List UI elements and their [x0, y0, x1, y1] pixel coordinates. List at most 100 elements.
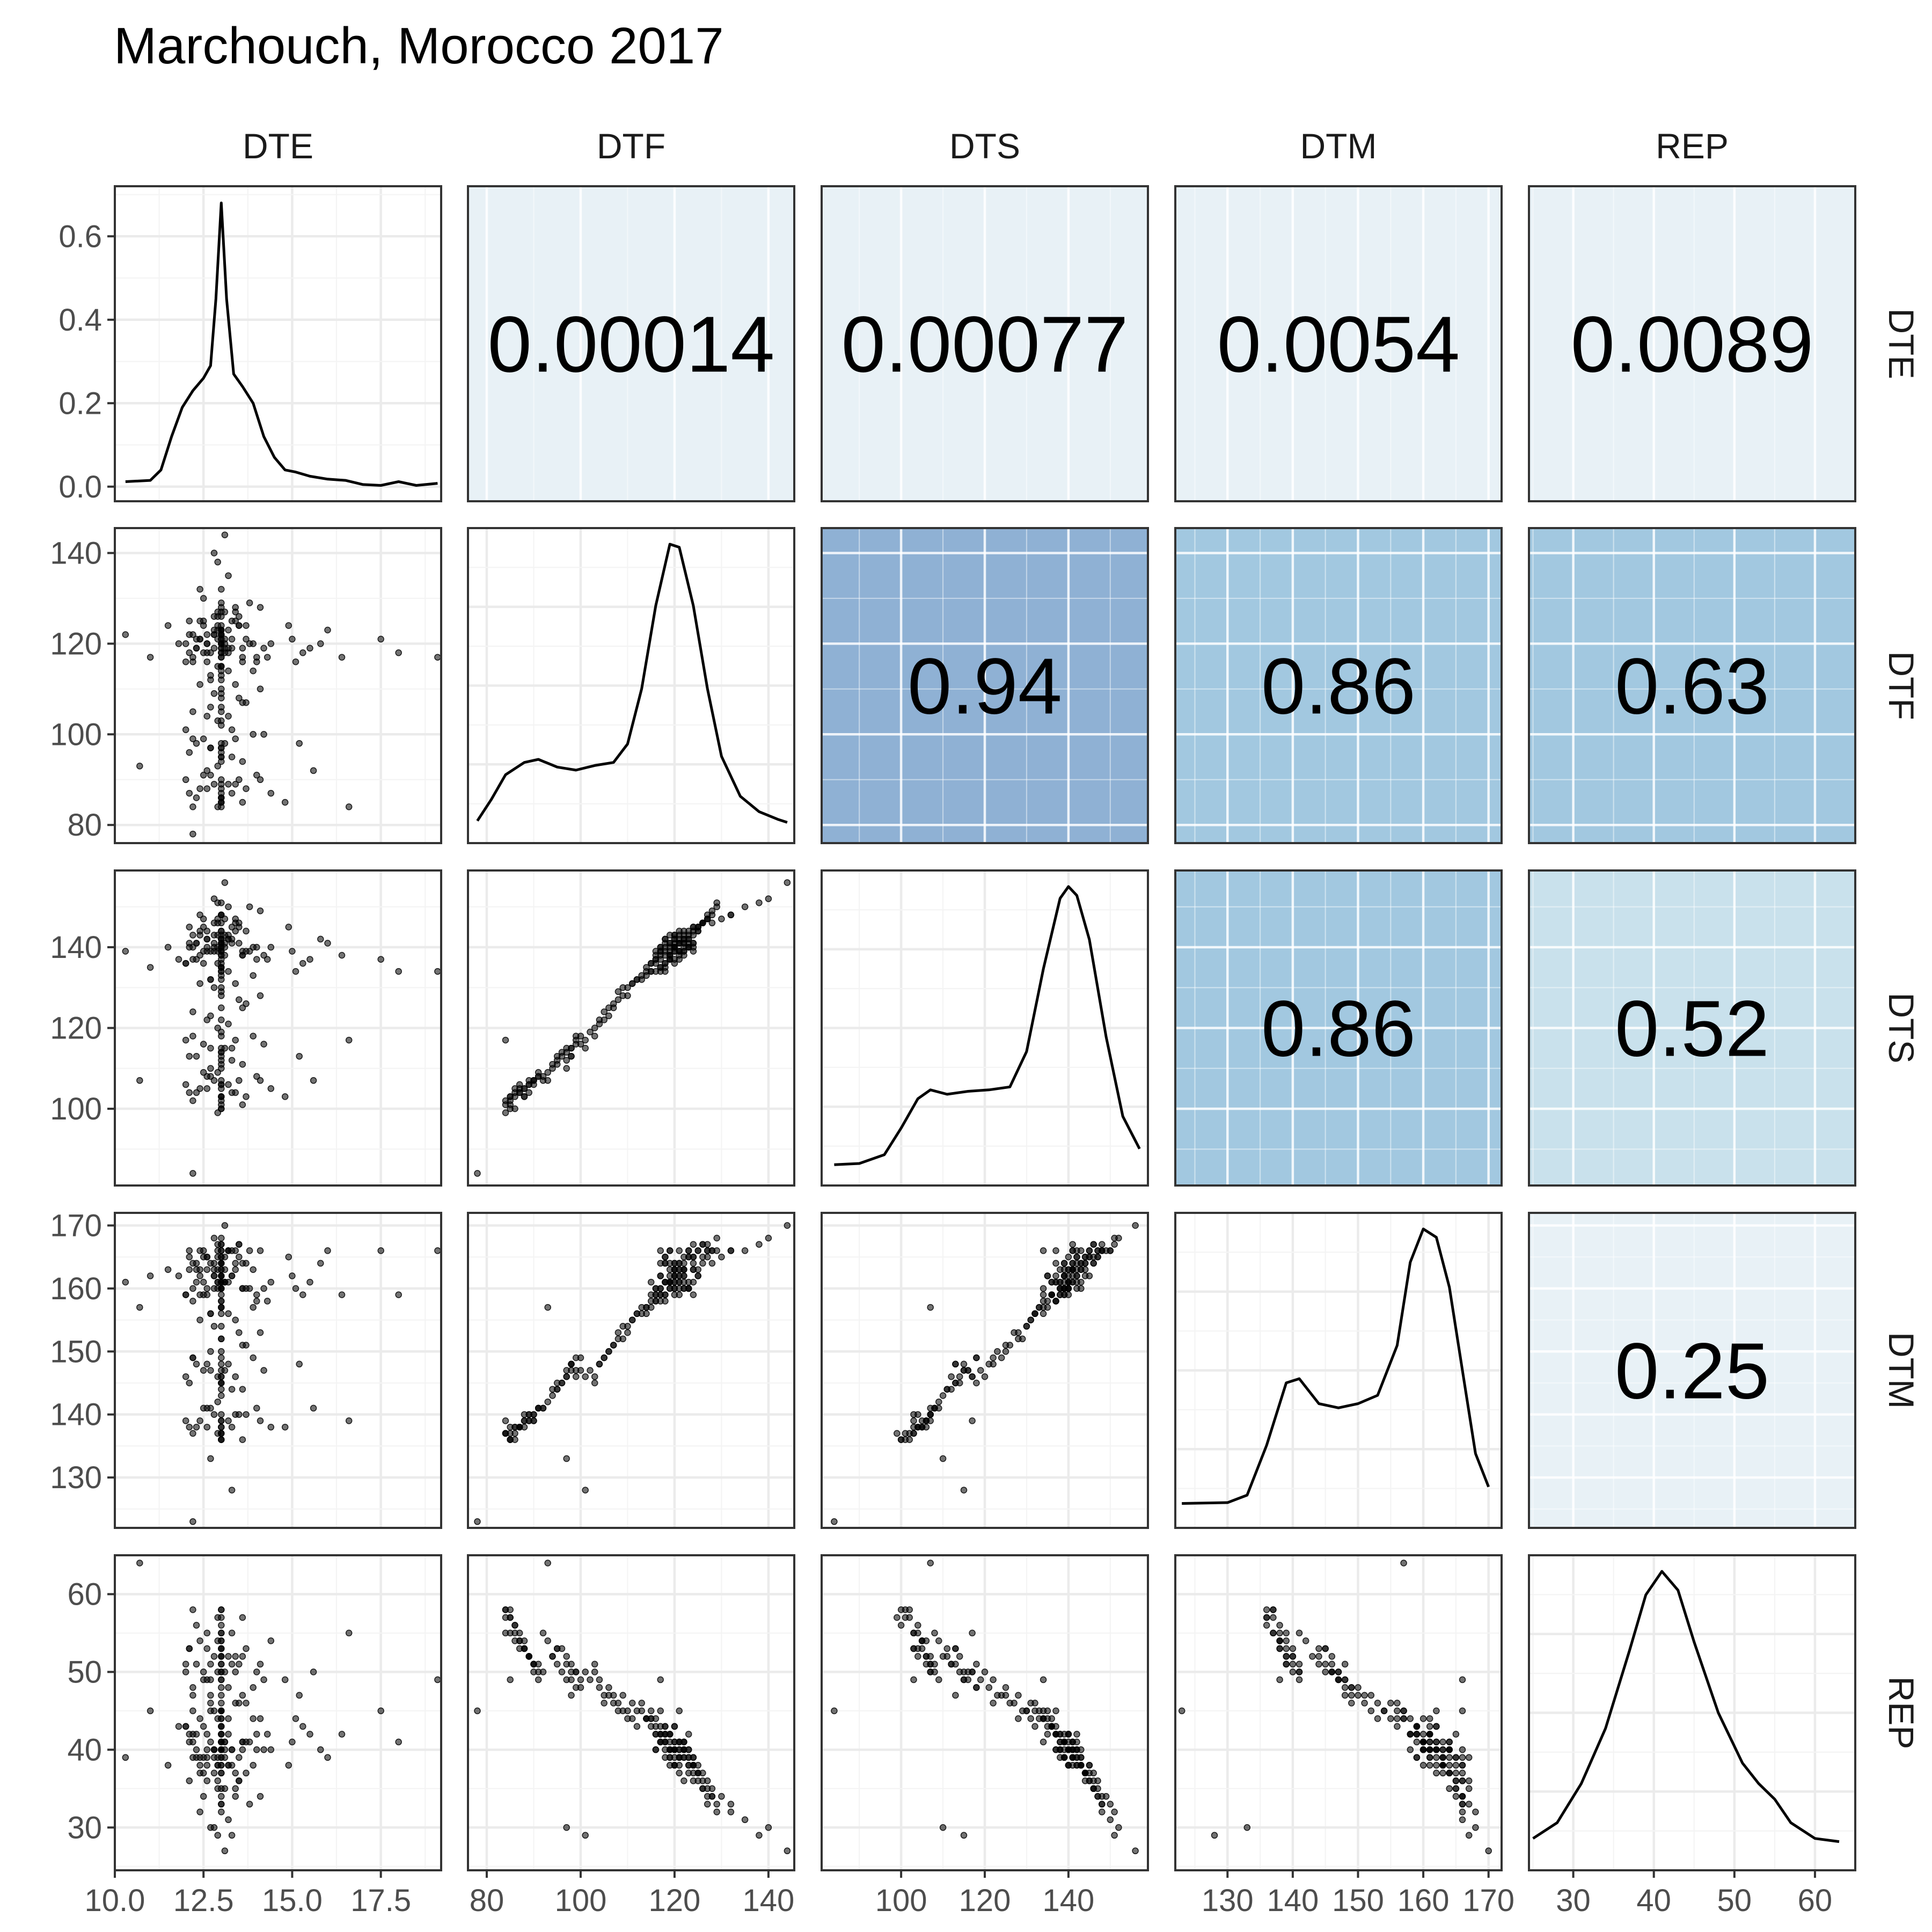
data-point — [239, 1342, 246, 1349]
data-point — [1040, 1298, 1047, 1305]
data-point — [228, 1660, 236, 1668]
data-point — [243, 1411, 250, 1418]
data-point — [1031, 1707, 1038, 1715]
panel-border — [1174, 527, 1503, 844]
data-point — [1040, 1247, 1047, 1254]
data-point — [218, 976, 225, 983]
data-point — [680, 935, 687, 943]
data-point — [1407, 1746, 1414, 1753]
x-tick-label: 120 — [649, 1883, 701, 1918]
data-point — [981, 1373, 989, 1380]
data-point — [196, 681, 203, 688]
data-point — [969, 1373, 976, 1380]
data-point — [502, 1606, 509, 1613]
data-point — [243, 927, 250, 935]
data-point — [704, 916, 711, 923]
data-point — [544, 1398, 551, 1406]
data-point — [713, 1809, 720, 1816]
data-point — [969, 1417, 976, 1424]
data-point — [218, 1668, 225, 1675]
data-point — [1426, 1723, 1433, 1730]
data-point — [544, 1069, 551, 1076]
data-point — [232, 1260, 239, 1267]
scatter-panel-background — [468, 1555, 794, 1870]
data-point — [218, 1234, 225, 1242]
x-tick-label: 140 — [1043, 1883, 1095, 1918]
bottom-axis: 10.0 12.5 15.0 17.5 80 100 120 140 100 120 140 130 1… — [85, 1870, 1832, 1918]
y-tick-label: 150 — [50, 1334, 102, 1369]
data-point — [221, 943, 229, 951]
data-point — [910, 1645, 917, 1652]
data-point — [218, 1004, 225, 1012]
data-point — [927, 1560, 934, 1567]
data-point — [239, 799, 246, 806]
correlation-value: 0.00077 — [841, 301, 1129, 389]
y-tick-label: 160 — [50, 1271, 102, 1306]
data-point — [990, 1676, 997, 1684]
data-point — [1374, 1715, 1381, 1722]
data-point — [952, 1692, 959, 1699]
data-point — [704, 1241, 711, 1248]
data-point — [690, 1260, 697, 1267]
data-point — [507, 1423, 514, 1431]
data-point — [1459, 1816, 1466, 1824]
data-point — [243, 622, 250, 629]
data-point — [894, 1614, 901, 1621]
data-point — [1002, 1684, 1009, 1691]
data-point — [218, 1386, 225, 1393]
panel-dts-dtm: 0.86 — [1174, 869, 1503, 1187]
data-point — [1027, 1715, 1034, 1722]
data-point — [718, 916, 725, 923]
data-point — [671, 1291, 678, 1298]
data-point — [218, 1629, 225, 1637]
data-point — [1263, 1614, 1270, 1621]
data-point — [1433, 1723, 1440, 1730]
y-tick-label: 0.4 — [58, 303, 102, 338]
data-point — [535, 1676, 542, 1684]
data-point — [1048, 1291, 1055, 1298]
data-point — [1107, 1247, 1114, 1254]
data-point — [221, 645, 229, 652]
data-point — [232, 681, 239, 688]
data-point — [1052, 1298, 1059, 1305]
data-point — [147, 1272, 154, 1279]
panel-dts-dte — [114, 869, 442, 1187]
data-point — [952, 1379, 959, 1387]
data-point — [310, 767, 317, 774]
data-point — [310, 1404, 317, 1412]
data-point — [207, 1065, 214, 1072]
data-point — [1296, 1660, 1303, 1668]
panel-border — [821, 527, 1149, 844]
y-tick-label: 0.0 — [58, 470, 102, 504]
data-point — [530, 1668, 537, 1675]
x-tick-label: 170 — [1462, 1883, 1514, 1918]
data-point — [694, 1769, 701, 1777]
data-point — [203, 1731, 211, 1738]
data-point — [338, 952, 346, 959]
data-point — [1380, 1707, 1388, 1715]
data-point — [610, 1692, 617, 1699]
data-point — [643, 1715, 650, 1722]
data-point — [694, 1272, 701, 1279]
data-point — [568, 1052, 575, 1060]
data-point — [395, 968, 402, 975]
data-point — [239, 1653, 246, 1660]
data-point — [189, 1518, 196, 1525]
data-point — [952, 1360, 959, 1368]
data-point — [1060, 1272, 1068, 1279]
data-point — [539, 1629, 547, 1637]
data-point — [267, 1746, 275, 1753]
data-point — [572, 1033, 580, 1040]
data-point — [225, 1247, 232, 1254]
data-point — [530, 1417, 537, 1424]
data-point — [338, 654, 346, 661]
data-point — [521, 1093, 528, 1100]
data-point — [718, 1253, 725, 1261]
data-point — [267, 1423, 275, 1431]
data-point — [516, 1081, 523, 1088]
data-point — [221, 1222, 229, 1229]
data-point — [1276, 1645, 1283, 1652]
data-point — [317, 1260, 324, 1267]
data-point — [765, 1234, 772, 1242]
data-point — [1276, 1622, 1283, 1629]
